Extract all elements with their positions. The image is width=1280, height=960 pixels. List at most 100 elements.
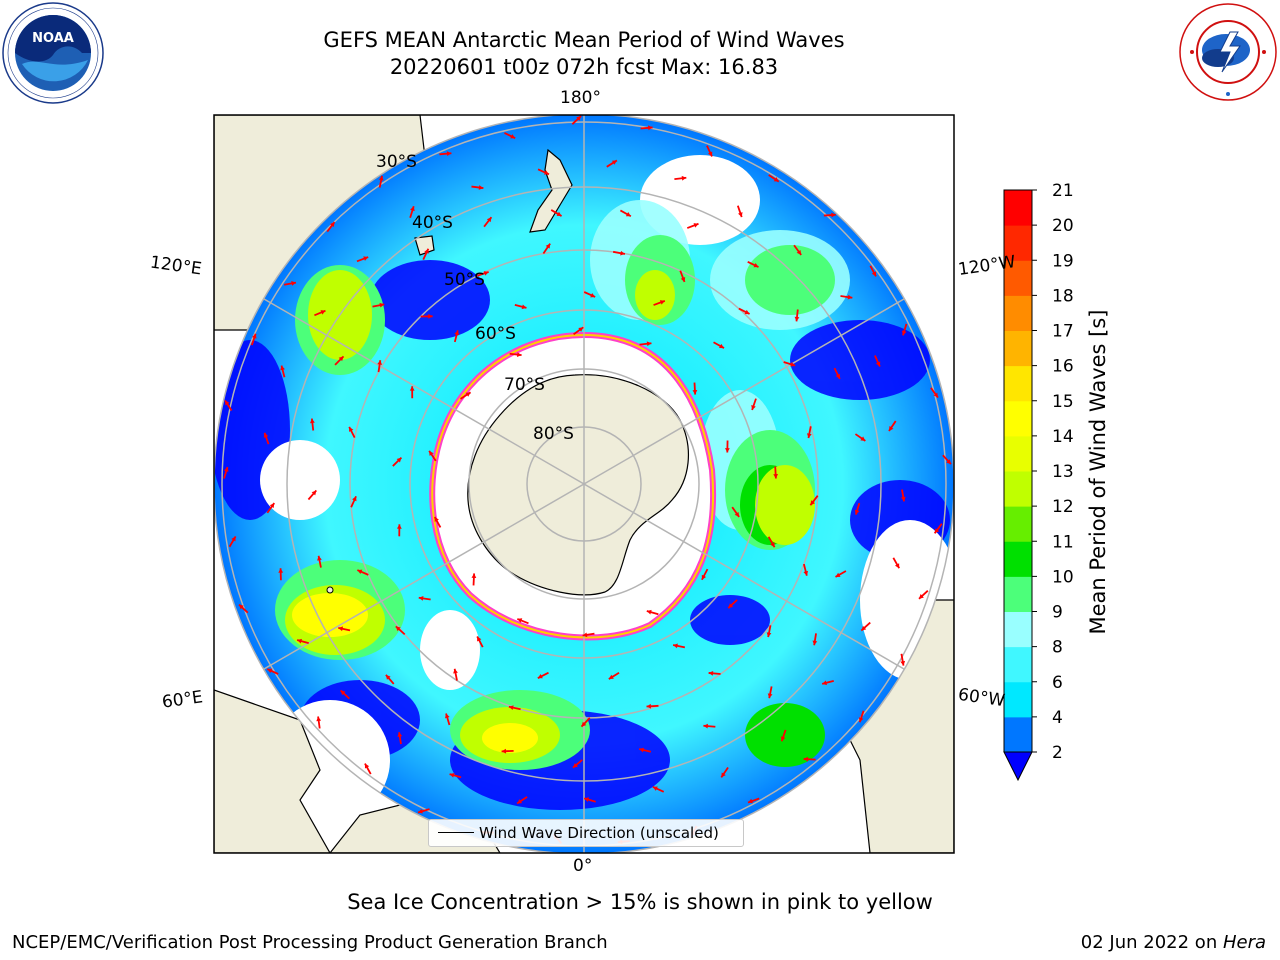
- wave-arrow-head: [751, 405, 756, 410]
- colorbar-under-arrow: [1003, 751, 1033, 782]
- wave-arrow-head: [680, 276, 686, 282]
- colorbar-tick-label: 13: [1052, 462, 1074, 482]
- wave-arrow-head: [453, 668, 458, 674]
- wave-arrow-head: [648, 125, 653, 131]
- footer-date-text: 02 Jun 2022 on: [1080, 932, 1223, 953]
- wave-arrow-head: [340, 690, 346, 696]
- legend-line-icon: [438, 832, 474, 833]
- wave-arrow-head: [721, 772, 726, 778]
- colorbar-tick-label: 9: [1052, 603, 1063, 623]
- wave-arrow-head: [708, 670, 714, 676]
- wave-arrow-head: [424, 248, 429, 254]
- wave-arrow-head: [269, 503, 275, 509]
- wave-arrow-head: [875, 361, 881, 367]
- wave-arrow-head: [918, 594, 924, 599]
- colorbar-bin: [1004, 576, 1032, 612]
- wave-arrow-head: [812, 640, 818, 646]
- wave-arrow-head: [338, 356, 344, 362]
- wave-arrow-head: [803, 570, 809, 576]
- colorbar-bin: [1004, 646, 1032, 683]
- wave-arrow-head: [477, 636, 482, 642]
- wave-arrow-head: [673, 643, 678, 649]
- wave-arrow-head: [858, 717, 864, 723]
- wave-arrow-head: [854, 509, 860, 515]
- wave-arrow-head: [444, 713, 450, 719]
- colorbar-tick-label: 12: [1052, 497, 1074, 517]
- wave-arrow-head: [297, 638, 302, 644]
- wave-arrow-head: [364, 763, 370, 769]
- wave-arrow-head: [338, 626, 344, 632]
- wave-arrow-head: [581, 721, 587, 727]
- wave-arrow-head: [267, 668, 273, 674]
- wave-arrow-head: [693, 223, 699, 228]
- colorbar-tick-label: 14: [1052, 427, 1074, 447]
- wave-arrow-head: [933, 392, 938, 398]
- noaa-logo-icon: NOAA: [2, 2, 104, 104]
- wave-arrow-head: [888, 426, 894, 431]
- map-frame-content: [214, 115, 954, 853]
- wave-arrow-head: [517, 799, 523, 804]
- wave-arrow-head: [378, 175, 384, 181]
- colorbar-tick-label: 2: [1052, 743, 1063, 763]
- wave-arrow-head: [659, 300, 665, 305]
- footer-credit: NCEP/EMC/Verification Post Processing Pr…: [12, 932, 608, 953]
- wave-arrow-head: [582, 632, 588, 638]
- lon-label-180: 180°: [560, 88, 601, 108]
- wave-arrow-head: [810, 500, 815, 506]
- colorbar-tick-label: 15: [1052, 392, 1074, 412]
- wave-arrow-head: [417, 808, 423, 814]
- colorbar-bin: [1004, 190, 1032, 226]
- colorbar-bin: [1004, 330, 1032, 367]
- wave-arrow-head: [572, 763, 578, 768]
- colorbar-bin: [1004, 541, 1032, 577]
- wave-arrow-head: [280, 365, 285, 371]
- wave-period-field: [214, 115, 954, 853]
- wave-arrow-head: [639, 747, 645, 753]
- wave-arrow-head: [831, 212, 836, 218]
- wave-arrow-head: [719, 343, 725, 349]
- footer-date: 02 Jun 2022 on Hera: [1081, 932, 1266, 953]
- lat-label-80s: 80°S: [533, 424, 574, 444]
- colorbar-title: Mean Period of Wind Waves [s]: [1086, 309, 1110, 635]
- wave-arrow-head: [701, 574, 707, 580]
- wave-arrow-head: [900, 496, 906, 502]
- map-legend: Wind Wave Direction (unscaled): [428, 819, 744, 847]
- wave-arrow-head: [724, 448, 730, 453]
- wave-arrow-head: [835, 572, 841, 577]
- wave-arrow-head: [465, 392, 471, 397]
- wave-arrow-head: [231, 536, 236, 542]
- colorbar-tick-label: 17: [1052, 322, 1074, 342]
- wave-arrow-head: [486, 217, 492, 223]
- wave-arrow-head: [409, 386, 415, 391]
- wave-arrow-head: [251, 333, 257, 339]
- wave-arrow-head: [590, 292, 596, 298]
- wave-arrow-head: [379, 302, 385, 308]
- wave-arrow-head: [352, 496, 357, 502]
- meridians: [263, 115, 905, 853]
- wave-arrow-head: [871, 271, 877, 277]
- wave-arrow-head: [223, 467, 229, 472]
- wave-arrow-head: [363, 256, 369, 261]
- map-frame: [213, 114, 955, 854]
- colorbar-tick-label: 16: [1052, 357, 1074, 377]
- wave-arrow-head: [803, 756, 809, 762]
- wave-arrow-head: [681, 175, 687, 181]
- legend-label: Wind Wave Direction (unscaled): [479, 824, 719, 842]
- wave-arrow-head: [835, 373, 841, 379]
- wave-arrow-head: [349, 426, 354, 432]
- wave-arrow-head: [316, 716, 322, 722]
- tasmania: [414, 235, 435, 256]
- colorbar-tick-label: 19: [1052, 251, 1074, 271]
- colorbar-bin: [1004, 260, 1032, 296]
- colorbar-bin: [1004, 365, 1032, 402]
- wave-arrow-head: [309, 418, 315, 424]
- lat-label-50s: 50°S: [444, 270, 485, 290]
- wave-arrow-head: [646, 609, 652, 615]
- wave-arrow-head: [357, 569, 363, 575]
- wave-arrow-head: [429, 450, 434, 456]
- wave-arrow-head: [510, 134, 516, 139]
- wave-arrow-head: [396, 457, 402, 463]
- wave-arrow-head: [418, 596, 424, 601]
- colorbar-bin: [1004, 506, 1032, 542]
- wave-arrow-head: [611, 160, 617, 165]
